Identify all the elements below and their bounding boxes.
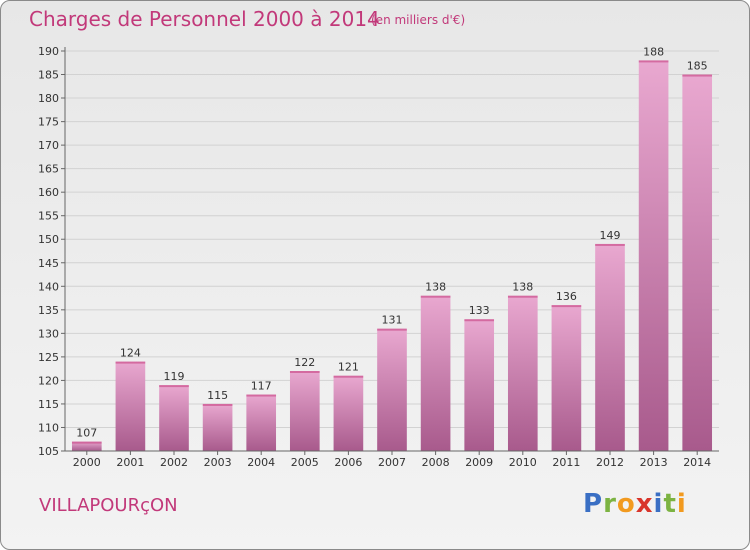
bars	[71, 60, 713, 451]
bar	[333, 375, 364, 451]
x-tick-label: 2006	[334, 456, 362, 469]
y-tick-label: 105	[38, 445, 59, 458]
bar-top-edge	[202, 403, 233, 406]
x-tick-label: 2002	[160, 456, 188, 469]
bar-top-edge	[551, 305, 582, 308]
bar-value-label: 124	[120, 347, 141, 360]
bar-top-edge	[638, 60, 669, 63]
bar	[115, 361, 146, 451]
y-tick-label: 150	[38, 233, 59, 246]
x-tick-label: 2004	[247, 456, 275, 469]
logo-letter: r	[603, 489, 617, 519]
bar-top-edge	[682, 74, 713, 77]
bar	[377, 328, 407, 451]
y-tick-label: 175	[38, 116, 59, 129]
proxiti-logo: Proxiti	[583, 489, 687, 519]
bar	[551, 305, 582, 451]
bar-top-edge	[246, 394, 277, 397]
x-tick-label: 2012	[596, 456, 624, 469]
bar-value-label: 117	[251, 380, 272, 393]
y-tick-label: 140	[38, 280, 59, 293]
y-tick-label: 130	[38, 327, 59, 340]
y-tick-label: 145	[38, 257, 59, 270]
bar-top-edge	[595, 243, 625, 246]
bar-top-edge	[333, 375, 364, 378]
y-tick-label: 120	[38, 374, 59, 387]
x-tick-label: 2009	[465, 456, 493, 469]
y-tick-label: 155	[38, 210, 59, 223]
bar-top-edge	[115, 361, 146, 364]
logo-letter: i	[653, 489, 664, 519]
axes: 105 110 115 120 125 130 135 140 145 150 155 160 165 1…	[38, 45, 719, 469]
y-tick-label: 165	[38, 163, 59, 176]
x-tick-label: 2003	[204, 456, 232, 469]
bar-value-label: 122	[294, 356, 315, 369]
y-tick-label: 135	[38, 304, 59, 317]
chart-subtitle: (en milliers d'€)	[371, 13, 466, 27]
bar-value-label: 185	[687, 60, 708, 73]
bar-top-edge	[507, 295, 538, 298]
bar	[638, 60, 669, 451]
bar-value-label: 136	[556, 290, 577, 303]
chart-title: Charges de Personnel 2000 à 2014	[29, 7, 380, 31]
bar	[202, 403, 233, 451]
bar-top-edge	[71, 441, 102, 444]
y-tick-label: 125	[38, 351, 59, 364]
y-tick-label: 180	[38, 92, 59, 105]
y-tick-label: 160	[38, 186, 59, 199]
bar-top-edge	[420, 295, 451, 298]
y-tick-label: 170	[38, 139, 59, 152]
bar-value-label: 107	[76, 427, 97, 440]
y-tick-label: 190	[38, 45, 59, 58]
bar	[464, 319, 495, 451]
x-tick-label: 2013	[640, 456, 668, 469]
x-tick-label: 2000	[73, 456, 101, 469]
bar-top-edge	[377, 328, 407, 331]
logo-letter: P	[583, 489, 604, 519]
x-tick-label: 2014	[683, 456, 711, 469]
bar-value-label: 138	[512, 281, 533, 294]
bar	[246, 394, 277, 451]
bar-value-label: 149	[600, 229, 621, 242]
bar-top-edge	[464, 319, 495, 322]
x-tick-label: 2008	[422, 456, 450, 469]
bar-top-edge	[159, 385, 189, 388]
bar-value-label: 115	[207, 389, 228, 402]
bar-value-label: 188	[643, 45, 664, 58]
bar	[507, 295, 538, 451]
bar	[682, 74, 713, 451]
y-tick-label: 115	[38, 398, 59, 411]
bar	[595, 243, 625, 451]
bar-value-label: 131	[382, 314, 403, 327]
bar-value-label: 119	[164, 370, 185, 383]
bar	[71, 441, 102, 451]
y-tick-label: 185	[38, 69, 59, 82]
bar-top-edge	[289, 371, 320, 373]
bar	[289, 371, 320, 451]
logo-letter: o	[616, 489, 636, 519]
logo-letter: i	[676, 489, 687, 519]
x-tick-label: 2010	[509, 456, 537, 469]
y-tick-label: 110	[38, 421, 59, 434]
x-tick-label: 2005	[291, 456, 319, 469]
logo-letter: x	[635, 489, 654, 519]
labels: 107 124 119 115 117 122 121 131 138 133 138 136 149 1…	[76, 45, 707, 439]
bar-value-label: 138	[425, 281, 446, 294]
bar	[420, 295, 451, 451]
bar	[159, 385, 189, 451]
logo-letter: t	[663, 489, 677, 519]
x-tick-label: 2011	[552, 456, 580, 469]
bar-value-label: 121	[338, 361, 359, 374]
commune-name: VILLAPOURçON	[39, 495, 178, 516]
bar-value-label: 133	[469, 304, 490, 317]
x-tick-label: 2001	[116, 456, 144, 469]
x-tick-label: 2007	[378, 456, 406, 469]
